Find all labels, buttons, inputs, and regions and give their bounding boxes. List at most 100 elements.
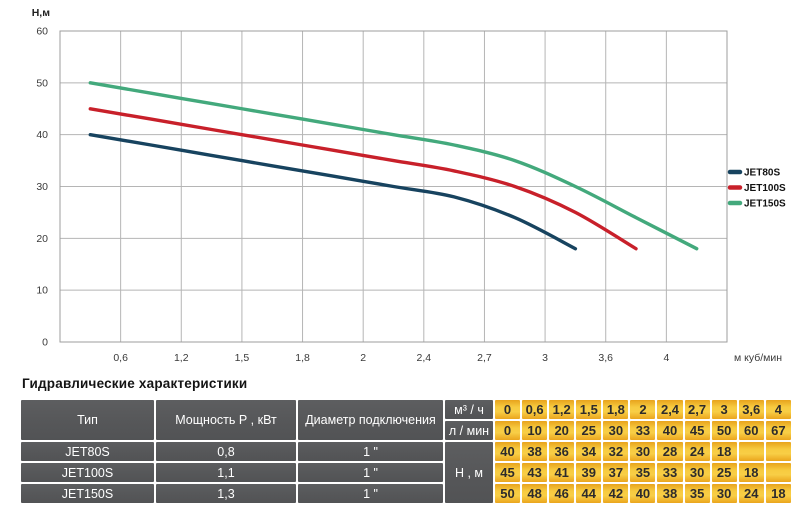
legend-label-jet100s: JET100S [744,183,786,194]
y-tick-label: 40 [36,129,48,141]
flow-lmin-value: 20 [549,421,575,440]
flow-lmin-value: 30 [603,421,629,440]
pump-row-jet100s: JET100S 1,1 1 " 45 43 41 39 37 35 33 30 25 18 [21,463,791,482]
x-axis-unit-label: м куб/мин [734,352,782,364]
pump-type-cell: JET80S [21,442,154,461]
flow-lmin-row: л / мин 0 10 20 25 30 33 40 45 50 60 67 [21,421,791,440]
y-tick-label: 0 [42,337,48,349]
hydraulic-characteristics-table: Тип Мощность Р , кВт Диаметр подключения… [19,398,793,505]
pump-diameter-cell: 1 " [298,442,443,461]
head-m-value: 45 [495,463,521,482]
row-header-head-m: Н , м [445,442,493,503]
flow-lmin-value: 40 [657,421,683,440]
head-m-value: 18 [738,463,764,482]
flow-lmin-value: 0 [495,421,521,440]
curve-jet150s [88,81,699,251]
head-m-value: 46 [549,484,575,503]
pump-row-jet80s: JET80S 0,8 1 " Н , м 40 38 36 34 32 30 28 24 18 [21,442,791,503]
x-tick-label: 0,6 [113,352,128,364]
head-m-value: 18 [765,484,791,503]
head-m-value: 25 [711,463,737,482]
legend-label-jet150s: JET150S [744,199,786,210]
col-header-type: Тип [21,400,154,440]
head-m-value: 38 [522,442,548,461]
col-header-power: Мощность Р , кВт [156,400,296,440]
flow-m3h-value: 2,4 [657,400,683,419]
flow-lmin-value: 45 [684,421,710,440]
y-tick-label: 10 [36,285,48,297]
curve-jet80s [88,133,578,251]
x-tick-label: 1,5 [235,352,250,364]
head-m-value [765,442,791,461]
x-tick-label: 2,7 [477,352,492,364]
pump-power-cell: 1,3 [156,484,296,503]
legend-label-jet80s: JET80S [744,168,780,179]
head-m-value: 18 [711,442,737,461]
y-tick-label: 60 [36,26,48,38]
pump-diameter-cell: 1 " [298,463,443,482]
y-tick-label: 50 [36,77,48,89]
head-m-value: 41 [549,463,575,482]
head-m-value: 30 [684,463,710,482]
plot-border [59,30,728,343]
flow-m3h-value: 0 [495,400,521,419]
y-axis-label: Н,м [32,7,51,19]
flow-lmin-value: 67 [765,421,791,440]
flow-m3h-value: 3,6 [738,400,764,419]
x-tick-label: 4 [663,352,669,364]
x-tick-label: 3,6 [598,352,613,364]
flow-m3h-value: 2,7 [684,400,710,419]
flow-lmin-value: 25 [576,421,602,440]
head-m-value: 40 [630,484,656,503]
head-m-value: 34 [576,442,602,461]
flow-m3h-value: 1,2 [549,400,575,419]
pump-type-cell: JET100S [21,463,154,482]
head-m-value [738,442,764,461]
head-m-value: 24 [738,484,764,503]
flow-lmin-value: 10 [522,421,548,440]
x-tick-label: 1,8 [295,352,310,364]
table-title: Гидравлические характеристики [22,376,248,391]
x-tick-label: 2,4 [417,352,432,364]
pump-diameter-cell: 1 " [298,484,443,503]
flow-lmin-value: 33 [630,421,656,440]
head-m-value: 39 [576,463,602,482]
col-header-diameter: Диаметр подключения [298,400,443,440]
x-tick-label: 3 [542,352,548,364]
pump-curves-chart: Н,м 0 10 20 30 40 50 60 0,6 1,2 1,5 1,8 2 2,4 2,7 3 3,6 4… [32,7,786,364]
head-m-value [765,463,791,482]
row-header-flow-m3h: м³ / ч [445,400,493,419]
head-m-value: 50 [495,484,521,503]
flow-m3h-value: 1,5 [576,400,602,419]
head-m-value: 35 [684,484,710,503]
head-m-value: 33 [657,463,683,482]
x-tick-label: 2 [360,352,366,364]
y-tick-label: 30 [36,181,48,193]
flow-m3h-value: 3 [711,400,737,419]
head-m-value: 38 [657,484,683,503]
head-m-value: 28 [657,442,683,461]
flow-m3h-value: 2 [630,400,656,419]
flow-lmin-value: 60 [738,421,764,440]
pump-power-cell: 0,8 [156,442,296,461]
curve-jet100s [88,107,638,251]
pump-row-jet150s: JET150S 1,3 1 " 50 48 46 44 42 40 38 35 30 24 18 [21,484,791,503]
flow-lmin-value: 50 [711,421,737,440]
pump-curves-chart-area: Н,м 0 10 20 30 40 50 60 0,6 1,2 1,5 1,8 2 2,4 2,7 3 3,6 4… [32,7,786,364]
pump-power-cell: 1,1 [156,463,296,482]
head-m-value: 42 [603,484,629,503]
head-m-value: 43 [522,463,548,482]
x-tick-label: 1,2 [174,352,189,364]
flow-m3h-value: 0,6 [522,400,548,419]
head-m-value: 37 [603,463,629,482]
y-tick-label: 20 [36,233,48,245]
row-header-flow-lmin: л / мин [445,421,493,440]
flow-m3h-value: 4 [765,400,791,419]
head-m-value: 24 [684,442,710,461]
head-m-value: 36 [549,442,575,461]
head-m-value: 44 [576,484,602,503]
flow-m3h-row: Тип Мощность Р , кВт Диаметр подключения… [21,400,791,440]
head-m-value: 30 [711,484,737,503]
head-m-value: 35 [630,463,656,482]
head-m-value: 48 [522,484,548,503]
